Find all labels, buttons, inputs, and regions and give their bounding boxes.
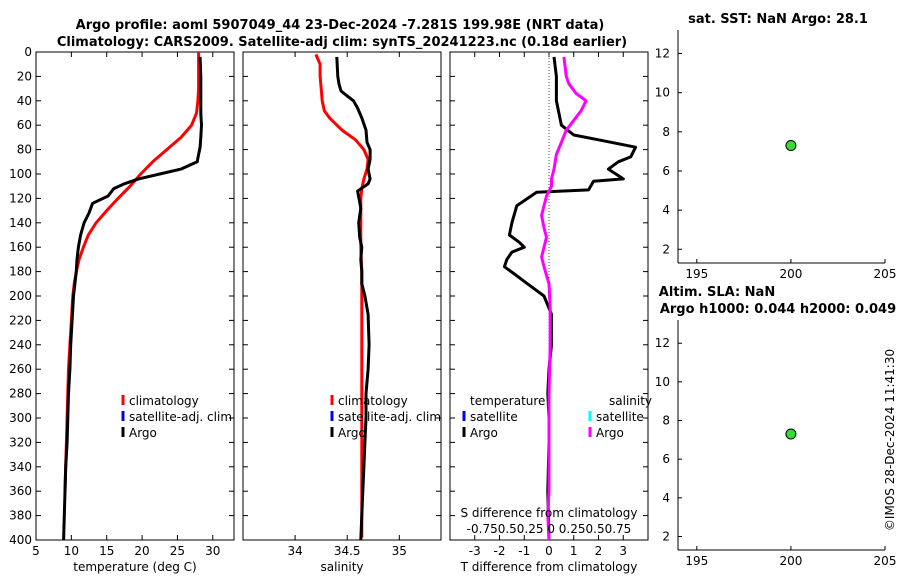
sst-y-tick-label: 4: [662, 203, 670, 217]
legend-label-Argo: Argo: [338, 426, 366, 440]
y-tick-label: 380: [9, 509, 32, 523]
series-line-climatology: [314, 53, 370, 538]
panel-salinity: 34 34.5 35 salinity climatology satellite-adj…: [242, 51, 442, 574]
temperature-x-tick-label: 25: [170, 544, 185, 558]
salinity-x-tick-label: 35: [392, 544, 407, 558]
series-line-argo: [62, 56, 203, 541]
panel-sla: 2 4 6 8 10 12 195 200 205 Altim. SLA: NaN Argo h10…: [655, 285, 897, 568]
y-tick-label: 340: [9, 460, 32, 474]
salinity-axes-box: [242, 51, 442, 541]
legend-label-climatology: climatology: [129, 394, 199, 408]
sst-y-tick-label: 6: [662, 164, 670, 178]
temperature-x-tick-label: 5: [32, 544, 40, 558]
sst-x-tick-label: 205: [874, 267, 897, 281]
y-tick-label: 120: [9, 191, 32, 205]
y-tick-label: 180: [9, 265, 32, 279]
sst-data-point: [785, 140, 797, 152]
salinity-x-tick-label: 34: [287, 544, 302, 558]
y-tick-label: 200: [9, 289, 32, 303]
legend-title-temperature: temperature: [470, 394, 545, 408]
y-tick-label: 400: [9, 533, 32, 547]
sla-x-tick-label: 195: [685, 554, 708, 568]
sst-y-tick-label: 8: [662, 125, 670, 139]
y-tick-label: 160: [9, 240, 32, 254]
temperature-x-tick-label: 15: [99, 544, 114, 558]
sla-x-tick-label: 200: [779, 554, 802, 568]
panel-sst: 2 4 6 8 10 12 195 200 205 sat. SST: NaN Argo: 28.…: [655, 12, 897, 281]
difference-x-tick-label: 3: [619, 544, 627, 558]
panel-difference: -3 -2 -1 0 1 2 3 T difference from climatology t…: [449, 51, 652, 574]
sla-y-tick-label: 2: [662, 529, 670, 543]
y-tick-label: 300: [9, 411, 32, 425]
difference-x-tick-label: -2: [494, 544, 506, 558]
sst-y-tick-label: 10: [655, 86, 670, 100]
y-tick-label: 0: [24, 45, 32, 59]
difference-secondary-ticks: -0.750.50.25 0 0.250.50.75: [467, 522, 632, 536]
temperature-x-tick-label: 20: [134, 544, 149, 558]
series-line-argo: [335, 56, 372, 541]
difference-secondary-xlabel: S difference from climatology: [461, 506, 638, 520]
y-tick-label: 60: [17, 118, 32, 132]
y-tick-label: 260: [9, 362, 32, 376]
difference-x-tick-label: -1: [518, 544, 530, 558]
temperature-xlabel: temperature (deg C): [73, 560, 196, 574]
sla-subtitle: Argo h1000: 0.044 h2000: 0.049: [660, 302, 896, 317]
y-tick-label: 100: [9, 167, 32, 181]
difference-xlabel: T difference from climatology: [460, 560, 638, 574]
legend-label-t-satellite: satellite: [470, 410, 518, 424]
sst-title: sat. SST: NaN Argo: 28.1: [688, 12, 868, 27]
legend-label-s-satellite: satellite: [596, 410, 644, 424]
sla-y-tick-label: 8: [662, 414, 670, 428]
sla-x-tick-label: 205: [874, 554, 897, 568]
y-tick-label: 320: [9, 435, 32, 449]
y-tick-label: 40: [17, 94, 32, 108]
figure-title-line1: Argo profile: aoml 5907049_44 23-Dec-202…: [76, 18, 605, 33]
y-tick-label: 360: [9, 484, 32, 498]
legend-label-t-argo: Argo: [470, 426, 498, 440]
series-line-s-argo: [540, 56, 588, 541]
legend-label-satellite-adj.: satellite-adj. clim: [129, 410, 232, 424]
difference-x-tick-label: -3: [469, 544, 481, 558]
y-tick-label: 20: [17, 69, 32, 83]
sst-x-tick-label: 200: [779, 267, 802, 281]
sla-y-tick-label: 10: [655, 375, 670, 389]
legend-label-satellite-adj.: satellite-adj. clim: [338, 410, 441, 424]
sla-data-point: [785, 428, 797, 440]
sla-title: Altim. SLA: NaN: [659, 285, 775, 300]
sla-y-tick-label: 12: [655, 336, 670, 350]
y-tick-label: 80: [17, 143, 32, 157]
y-tick-label: 220: [9, 313, 32, 327]
y-tick-label: 140: [9, 216, 32, 230]
y-tick-label: 280: [9, 387, 32, 401]
y-tick-label: 240: [9, 338, 32, 352]
legend-label-s-argo: Argo: [596, 426, 624, 440]
temperature-x-tick-label: 10: [64, 544, 79, 558]
legend-title-salinity: salinity: [609, 394, 652, 408]
salinity-xlabel: salinity: [320, 560, 363, 574]
series-line-t-argo: [502, 56, 638, 541]
sla-y-tick-label: 4: [662, 491, 670, 505]
imos-timestamp: ©IMOS 28-Dec-2024 11:41:30: [883, 349, 897, 531]
difference-x-tick-label: 0: [545, 544, 553, 558]
difference-x-tick-label: 2: [595, 544, 603, 558]
legend-label-Argo: Argo: [129, 426, 157, 440]
temperature-x-tick-label: 30: [205, 544, 220, 558]
sst-y-tick-label: 2: [662, 242, 670, 256]
sst-y-tick-label: 12: [655, 46, 670, 60]
panel-temperature: 0 20 40 60 80 100 120 140 160 180 200 220 240 260 280 3…: [9, 45, 235, 574]
legend-label-climatology: climatology: [338, 394, 408, 408]
salinity-x-tick-label: 34.5: [334, 544, 361, 558]
figure-title-line2: Climatology: CARS2009. Satellite-adj cli…: [57, 35, 627, 50]
sst-x-tick-label: 195: [685, 267, 708, 281]
sla-y-tick-label: 6: [662, 452, 670, 466]
difference-x-tick-label: 1: [570, 544, 578, 558]
